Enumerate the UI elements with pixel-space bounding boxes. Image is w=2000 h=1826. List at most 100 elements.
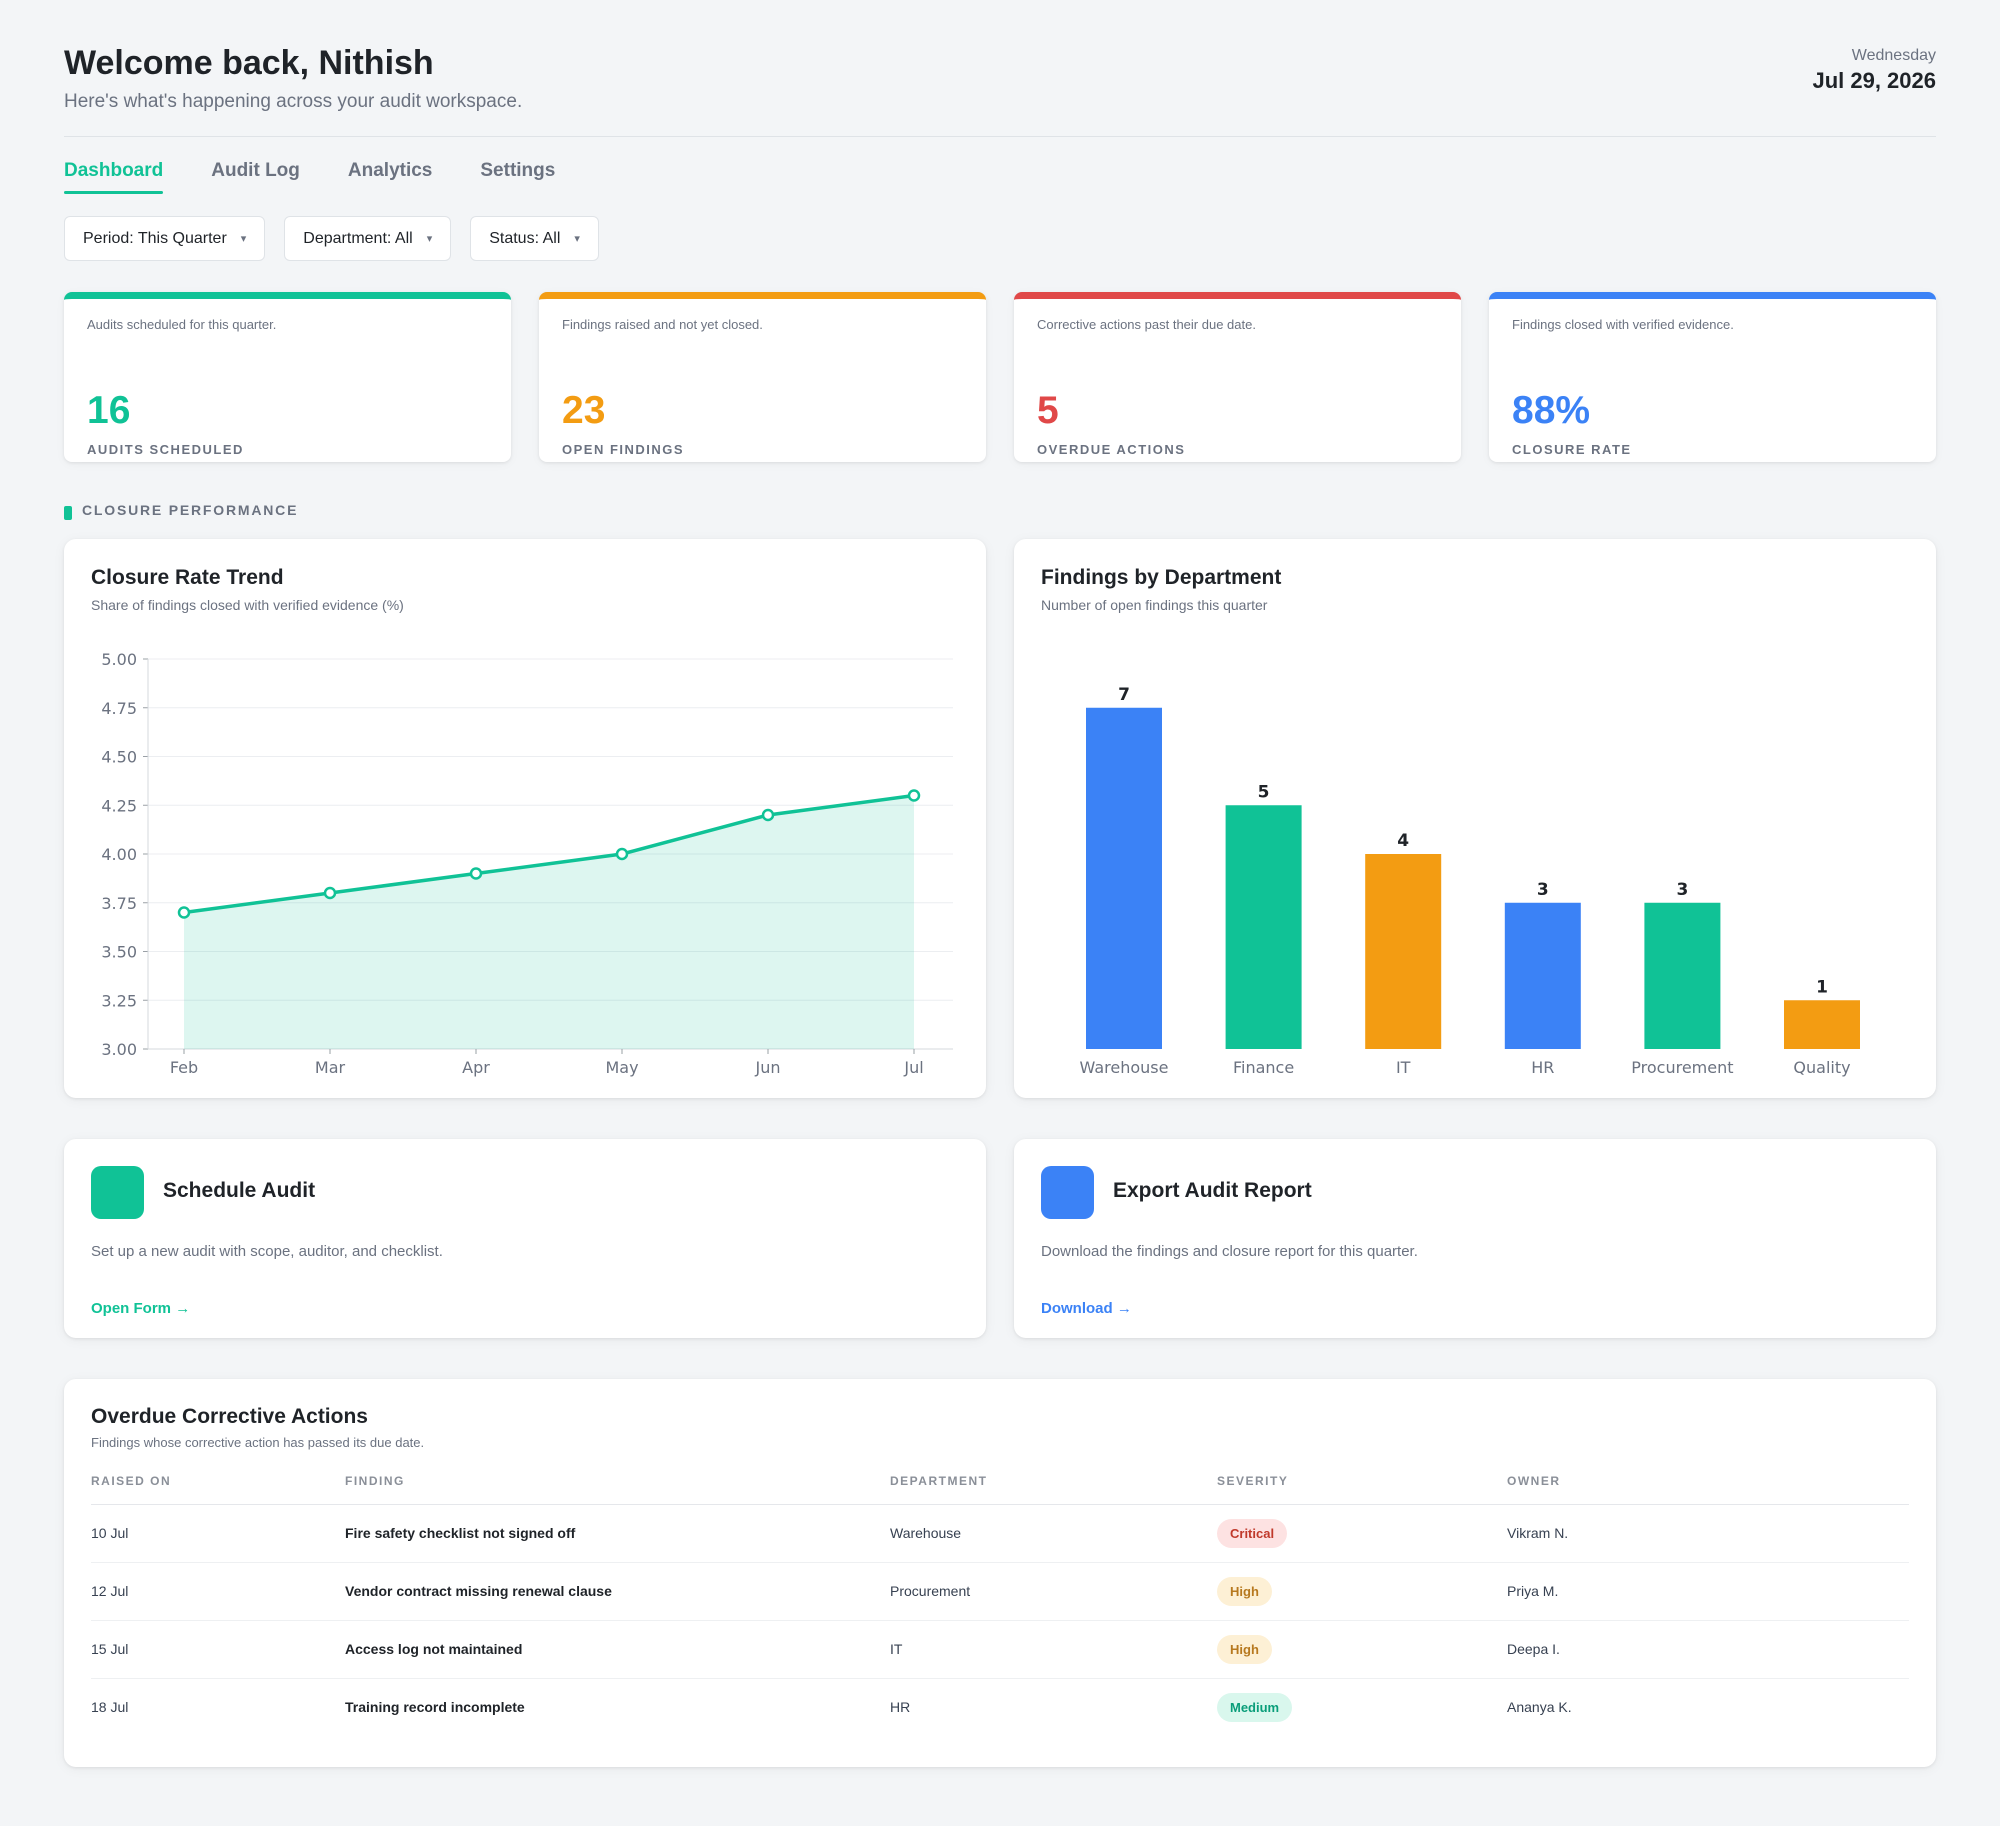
y-tick-label: 3.00 <box>101 1040 137 1059</box>
download-link[interactable]: Download → <box>1041 1300 1132 1317</box>
bar <box>1644 902 1721 1049</box>
x-tick-label: Jun <box>755 1058 781 1077</box>
x-tick-label: Finance <box>1233 1058 1294 1077</box>
x-tick-label: May <box>605 1058 638 1077</box>
dashboard-page: Welcome back, Nithish Here's what's happ… <box>64 0 1936 1767</box>
y-tick-label: 3.50 <box>101 943 137 962</box>
y-tick-label: 4.75 <box>101 699 137 718</box>
tab-settings[interactable]: Settings <box>480 160 556 181</box>
arrow-right-icon: → <box>175 1300 191 1317</box>
table-subtitle: Findings whose corrective action has pas… <box>91 1435 425 1450</box>
y-tick-label: 3.25 <box>101 991 137 1010</box>
action-description: Download the findings and closure report… <box>1041 1243 1418 1260</box>
x-tick-label: Quality <box>1793 1058 1850 1077</box>
table-row[interactable]: 18 Jul Training record incomplete HR Med… <box>91 1679 1909 1737</box>
bar-value-label: 3 <box>1537 880 1549 900</box>
y-tick-label: 4.50 <box>101 748 137 767</box>
bar <box>1504 902 1581 1049</box>
open-form-label: Open Form <box>91 1300 172 1317</box>
bar <box>1225 805 1302 1049</box>
action-title: Export Audit Report <box>1113 1179 1312 1202</box>
arrow-right-icon: → <box>1116 1300 1132 1317</box>
owner-cell: Deepa I. <box>1507 1641 1560 1657</box>
page-subtitle: Here's what's happening across your audi… <box>64 91 523 112</box>
raised-on-cell: 10 Jul <box>91 1525 129 1541</box>
chevron-down-icon: ▾ <box>574 233 580 245</box>
bar <box>1784 1000 1860 1049</box>
kpi-card-closure-rate: Findings closed with verified evidence. … <box>1489 292 1936 462</box>
chevron-down-icon: ▾ <box>240 233 247 245</box>
data-point <box>761 808 775 822</box>
kpi-description: Findings closed with verified evidence. <box>1512 317 1734 332</box>
table-row[interactable]: 10 Jul Fire safety checklist not signed … <box>91 1505 1909 1563</box>
finding-cell: Access log not maintained <box>345 1641 523 1657</box>
main-tabs: Dashboard Audit Log Analytics Settings <box>64 160 603 194</box>
bar-value-label: 5 <box>1258 782 1270 802</box>
severity-badge: Medium <box>1217 1693 1293 1722</box>
section-heading: CLOSURE PERFORMANCE <box>64 500 298 520</box>
owner-cell: Priya M. <box>1507 1583 1559 1599</box>
kpi-label: OPEN FINDINGS <box>562 442 685 457</box>
column-header-finding: FINDING <box>345 1474 405 1488</box>
column-header-severity: SEVERITY <box>1217 1474 1289 1488</box>
chart-title: Closure Rate Trend <box>91 566 284 589</box>
chart-title: Findings by Department <box>1041 566 1282 589</box>
severity-badge: Critical <box>1217 1519 1288 1548</box>
y-tick-label: 4.00 <box>101 845 137 864</box>
tab-audit-log[interactable]: Audit Log <box>211 160 300 181</box>
department-filter-label: Department: All <box>303 229 413 247</box>
kpi-description: Corrective actions past their due date. <box>1037 317 1256 332</box>
action-title: Schedule Audit <box>163 1179 316 1202</box>
closure-trend-card: Closure Rate Trend Share of findings clo… <box>64 539 986 1098</box>
section-heading-text: CLOSURE PERFORMANCE <box>82 502 299 518</box>
status-filter[interactable]: Status: All ▾ <box>470 216 599 261</box>
kpi-value: 88% <box>1512 389 1591 432</box>
tab-analytics[interactable]: Analytics <box>347 160 433 181</box>
raised-on-cell: 15 Jul <box>91 1641 129 1657</box>
column-header-department: DEPARTMENT <box>890 1474 988 1488</box>
department-filter[interactable]: Department: All ▾ <box>284 216 452 261</box>
finding-cell: Training record incomplete <box>345 1699 525 1715</box>
department-cell: Warehouse <box>890 1525 962 1541</box>
schedule-audit-card: Schedule Audit Set up a new audit with s… <box>64 1139 986 1338</box>
bar-value-label: 3 <box>1676 880 1688 900</box>
kpi-description: Findings raised and not yet closed. <box>562 317 763 332</box>
kpi-value: 16 <box>87 389 131 432</box>
department-cell: Procurement <box>890 1583 971 1599</box>
kpi-card-audits: Audits scheduled for this quarter. 16 AU… <box>64 292 511 462</box>
bar <box>1365 854 1442 1049</box>
schedule-audit-icon <box>91 1166 144 1219</box>
tab-dashboard[interactable]: Dashboard <box>64 160 164 194</box>
table-row[interactable]: 12 Jul Vendor contract missing renewal c… <box>91 1563 1909 1621</box>
table-row[interactable]: 15 Jul Access log not maintained IT High… <box>91 1621 1909 1679</box>
chevron-down-icon: ▾ <box>426 233 433 245</box>
x-tick-label: Apr <box>462 1058 490 1077</box>
export-report-icon <box>1041 1166 1094 1219</box>
owner-cell: Ananya K. <box>1507 1699 1572 1715</box>
page-title: Welcome back, Nithish <box>64 44 434 82</box>
severity-badge: High <box>1217 1577 1272 1606</box>
kpi-row: Audits scheduled for this quarter. 16 AU… <box>64 292 1936 462</box>
download-label: Download <box>1041 1300 1113 1317</box>
filter-bar: Period: This Quarter ▾ Department: All ▾… <box>64 216 599 261</box>
chart-subtitle: Share of findings closed with verified e… <box>91 597 404 613</box>
x-tick-label: IT <box>1396 1058 1411 1077</box>
data-point <box>615 847 629 861</box>
owner-cell: Vikram N. <box>1507 1525 1569 1541</box>
open-form-link[interactable]: Open Form → <box>91 1300 190 1317</box>
bar-value-label: 7 <box>1118 685 1130 705</box>
data-point <box>323 886 337 900</box>
closure-trend-chart: 3.00 3.25 3.50 3.75 4.00 4.25 4.50 4.75 5.00 Feb M… <box>101 650 953 1077</box>
period-filter[interactable]: Period: This Quarter ▾ <box>64 216 266 261</box>
section-marker <box>64 506 72 520</box>
x-tick-label: HR <box>1531 1058 1554 1077</box>
kpi-value: 5 <box>1037 389 1059 432</box>
x-tick-label: Warehouse <box>1080 1058 1169 1077</box>
table-title: Overdue Corrective Actions <box>91 1405 368 1428</box>
bar-value-label: 4 <box>1397 831 1409 851</box>
finding-cell: Vendor contract missing renewal clause <box>345 1583 612 1599</box>
severity-badge: High <box>1217 1635 1272 1664</box>
y-tick-label: 3.75 <box>101 894 137 913</box>
kpi-label: CLOSURE RATE <box>1512 442 1632 457</box>
status-filter-label: Status: All <box>489 229 561 247</box>
